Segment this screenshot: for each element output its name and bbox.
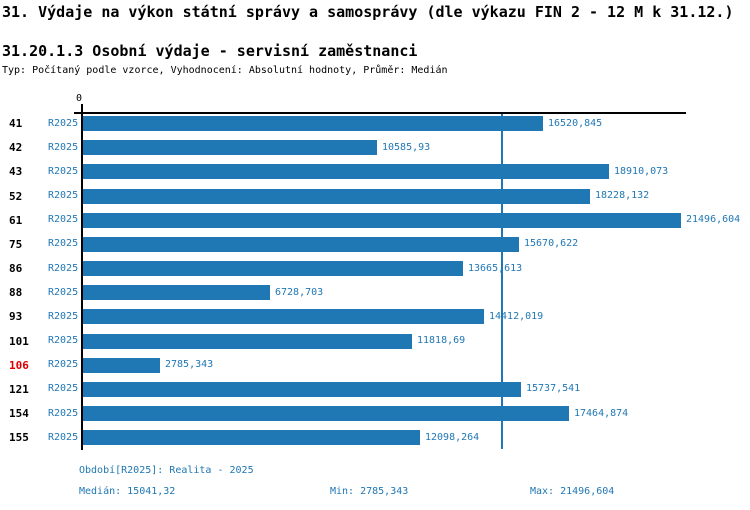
footer-median-label: Medián: 15041,32 bbox=[79, 486, 176, 497]
row-category-label: 41 bbox=[9, 117, 23, 130]
bar bbox=[83, 261, 463, 277]
row-category-label: 61 bbox=[9, 213, 23, 227]
bar-value-label: 15670,622 bbox=[524, 238, 579, 250]
row-series-label: R2025 bbox=[48, 286, 79, 298]
row-series-label: R2025 bbox=[48, 335, 79, 347]
bar-value-label: 16520,845 bbox=[548, 117, 603, 129]
bar-value-label: 2785,343 bbox=[165, 359, 214, 371]
row-category-label: 101 bbox=[9, 334, 29, 348]
bar-value-label: 18228,132 bbox=[595, 190, 650, 201]
row-category-label: 75 bbox=[9, 237, 23, 251]
bar bbox=[83, 188, 590, 204]
footer-max-label: Max: 21496,604 bbox=[530, 486, 615, 497]
bar-value-label: 18910,073 bbox=[614, 165, 669, 177]
row-series-label: R2025 bbox=[48, 407, 79, 419]
report-title: 31. Výdaje na výkon státní správy a samo… bbox=[2, 3, 734, 21]
row-series-label: R2025 bbox=[48, 165, 79, 177]
report-subtitle: 31.20.1.3 Osobní výdaje - servisní zaměs… bbox=[2, 42, 418, 60]
bar-value-label: 10585,93 bbox=[382, 141, 431, 153]
row-category-label: 52 bbox=[9, 189, 23, 203]
bar bbox=[83, 406, 569, 422]
row-series-label: R2025 bbox=[48, 262, 79, 274]
bar bbox=[83, 333, 412, 349]
bar-value-label: 11818,69 bbox=[417, 335, 466, 347]
median-reference-line bbox=[501, 114, 503, 449]
bar-value-label: 21496,604 bbox=[686, 214, 741, 226]
row-series-label: R2025 bbox=[48, 383, 79, 395]
bar-value-label: 6728,703 bbox=[275, 286, 324, 298]
bar bbox=[83, 430, 420, 446]
row-series-label: R2025 bbox=[48, 141, 79, 153]
bar-value-label: 17464,874 bbox=[574, 407, 629, 419]
row-category-label: 121 bbox=[9, 382, 29, 396]
row-series-label: R2025 bbox=[48, 310, 79, 322]
row-series-label: R2025 bbox=[48, 238, 79, 250]
bar-value-label: 15737,541 bbox=[526, 383, 581, 395]
bar bbox=[83, 212, 681, 228]
bar-value-label: 14412,019 bbox=[489, 310, 544, 322]
bar bbox=[83, 116, 543, 131]
bar bbox=[83, 285, 270, 301]
row-category-label: 86 bbox=[9, 262, 23, 276]
row-category-label: 154 bbox=[9, 407, 29, 421]
report-meta-line: Typ: Počítaný podle vzorce, Vyhodnocení:… bbox=[2, 65, 448, 76]
bar bbox=[83, 164, 609, 180]
x-axis-top-line bbox=[74, 112, 686, 114]
row-category-label: 93 bbox=[9, 310, 23, 324]
bar bbox=[83, 236, 519, 252]
bar bbox=[83, 309, 484, 325]
footer-min-label: Min: 2785,343 bbox=[330, 486, 409, 497]
bar bbox=[83, 381, 521, 397]
row-series-label: R2025 bbox=[48, 214, 79, 226]
y-axis-line bbox=[81, 104, 83, 450]
row-series-label: R2025 bbox=[48, 117, 79, 129]
row-series-label: R2025 bbox=[48, 359, 79, 371]
row-series-label: R2025 bbox=[48, 431, 79, 443]
bar-value-label: 12098,264 bbox=[425, 431, 480, 443]
row-category-label: 42 bbox=[9, 141, 23, 155]
row-category-label: 88 bbox=[9, 286, 23, 300]
x-axis-zero-tick-label: 0 bbox=[76, 93, 83, 104]
bar-value-label: 13665,613 bbox=[468, 262, 523, 274]
row-category-label: 155 bbox=[9, 431, 29, 445]
bar bbox=[83, 140, 377, 156]
footer-period-label: Období[R2025]: Realita - 2025 bbox=[79, 465, 254, 476]
row-category-label: 106 bbox=[9, 358, 29, 372]
bar bbox=[83, 357, 160, 373]
row-series-label: R2025 bbox=[48, 190, 79, 201]
row-category-label: 43 bbox=[9, 165, 23, 179]
